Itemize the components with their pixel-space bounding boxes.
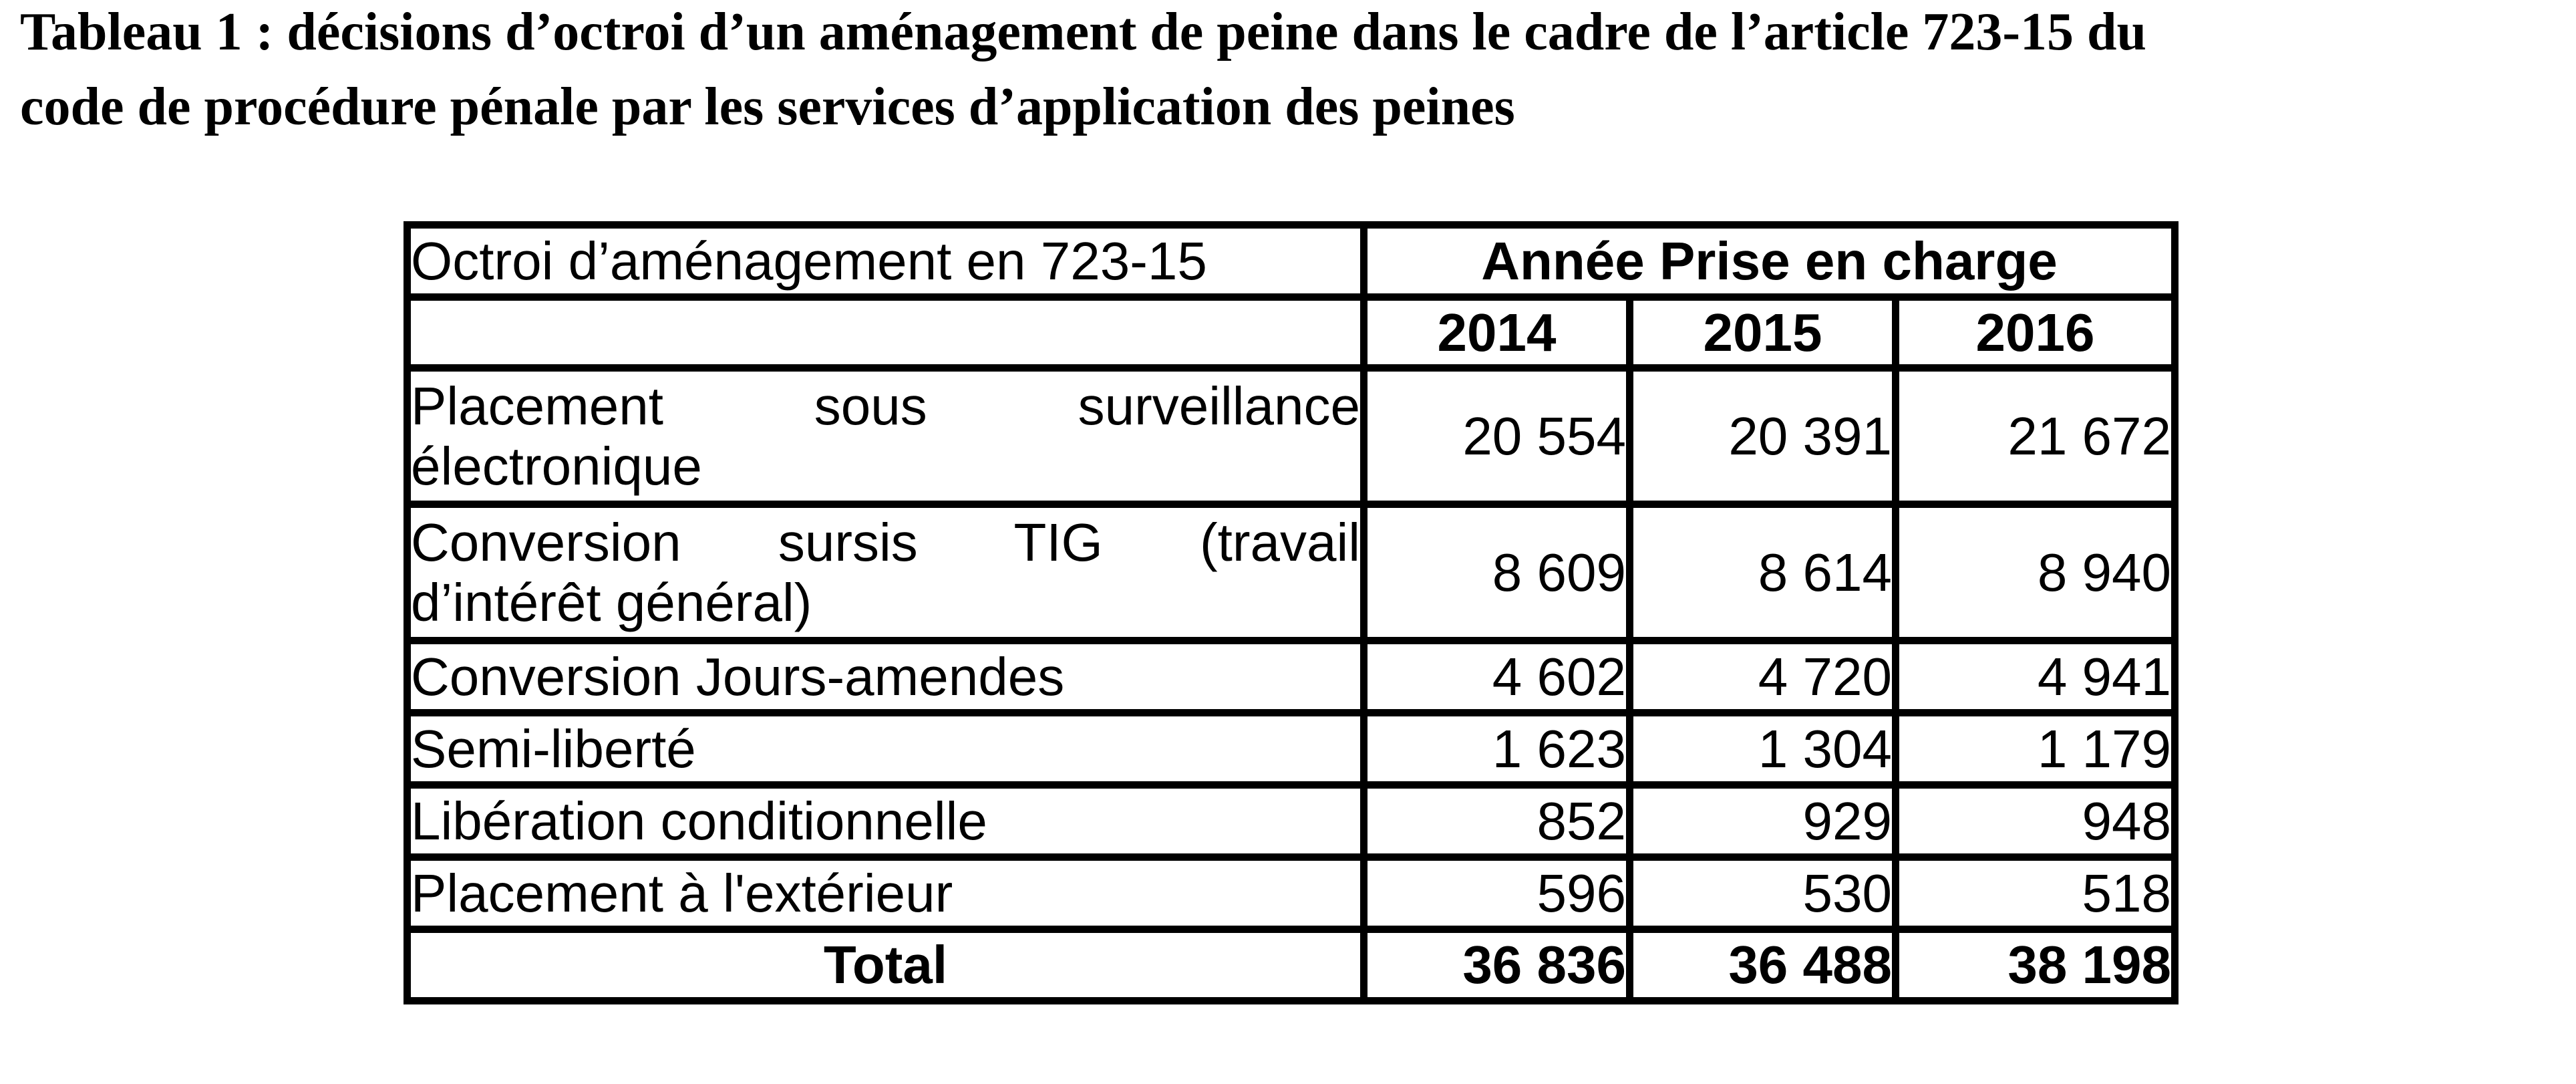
value-cell-2016: 518 [1891, 853, 2179, 933]
value-cell-2015: 1 304 [1626, 709, 1899, 789]
value-cell-2014: 20 554 [1360, 364, 1633, 508]
row-label-cell: Placement à l'extérieur [404, 853, 1367, 933]
header-row-years: 2014 2015 2016 [404, 293, 2179, 372]
table-row-placement-exterieur: Placement à l'extérieur 596 530 518 [404, 853, 2179, 933]
year-header-2014: 2014 [1360, 293, 1633, 372]
value-cell-2015: 929 [1626, 781, 1899, 861]
value-cell-2015: 8 614 [1626, 501, 1899, 644]
value-cell-2016: 4 941 [1891, 637, 2179, 716]
row-label-line-1: Placement sous surveillance [411, 376, 1360, 436]
value-cell-2016: 8 940 [1891, 501, 2179, 644]
row-label-cell: Conversion Jours-amendes [404, 637, 1367, 716]
header-row-group: Octroi d’aménagement en 723-15 Année Pri… [404, 221, 2179, 301]
value-cell-2015: 530 [1626, 853, 1899, 933]
value-cell-2015: 20 391 [1626, 364, 1899, 508]
year-header-2016: 2016 [1891, 293, 2179, 372]
value-cell-2016: 21 672 [1891, 364, 2179, 508]
decisions-table: Octroi d’aménagement en 723-15 Année Pri… [404, 221, 2179, 1004]
table-row-total: Total 36 836 36 488 38 198 [404, 926, 2179, 1004]
total-label-cell: Total [404, 926, 1367, 1004]
value-cell-2014: 8 609 [1360, 501, 1633, 644]
empty-header-cell [404, 293, 1367, 372]
value-cell-2014: 852 [1360, 781, 1633, 861]
row-label-cell: Placement sous surveillance électronique [404, 364, 1367, 508]
total-value-2014: 36 836 [1360, 926, 1633, 1004]
row-label-cell: Semi-liberté [404, 709, 1367, 789]
value-cell-2016: 948 [1891, 781, 2179, 861]
value-cell-2014: 596 [1360, 853, 1633, 933]
caption-line-1: Tableau 1 : décisions d’octroi d’un amén… [20, 3, 2146, 61]
value-cell-2016: 1 179 [1891, 709, 2179, 789]
year-group-header-cell: Année Prise en charge [1359, 221, 2179, 301]
year-header-2015: 2015 [1626, 293, 1899, 372]
table-row-placement-surveillance-electronique: Placement sous surveillance électronique… [404, 364, 2179, 508]
total-value-2015: 36 488 [1626, 926, 1899, 1004]
total-value-2016: 38 198 [1891, 926, 2179, 1004]
row-label-cell: Conversion sursis TIG (travail d’intérêt… [404, 501, 1367, 644]
value-cell-2014: 1 623 [1360, 709, 1633, 789]
row-label-line-2: électronique [411, 436, 702, 496]
table-row-liberation-conditionnelle: Libération conditionnelle 852 929 948 [404, 781, 2179, 861]
row-label-cell: Libération conditionnelle [404, 781, 1367, 861]
row-label-line-1: Conversion sursis TIG (travail [411, 512, 1360, 572]
table-row-conversion-sursis-tig: Conversion sursis TIG (travail d’intérêt… [404, 501, 2179, 644]
row-label-line-2: d’intérêt général) [411, 572, 812, 632]
value-cell-2015: 4 720 [1626, 637, 1899, 716]
corner-header-cell: Octroi d’aménagement en 723-15 [404, 221, 1367, 301]
table-row-conversion-jours-amendes: Conversion Jours-amendes 4 602 4 720 4 9… [404, 637, 2179, 716]
table-row-semi-liberte: Semi-liberté 1 623 1 304 1 179 [404, 709, 2179, 789]
value-cell-2014: 4 602 [1360, 637, 1633, 716]
table-caption: Tableau 1 : décisions d’octroi d’un amén… [20, 0, 2552, 144]
caption-line-2: code de procédure pénale par les service… [20, 78, 1515, 136]
